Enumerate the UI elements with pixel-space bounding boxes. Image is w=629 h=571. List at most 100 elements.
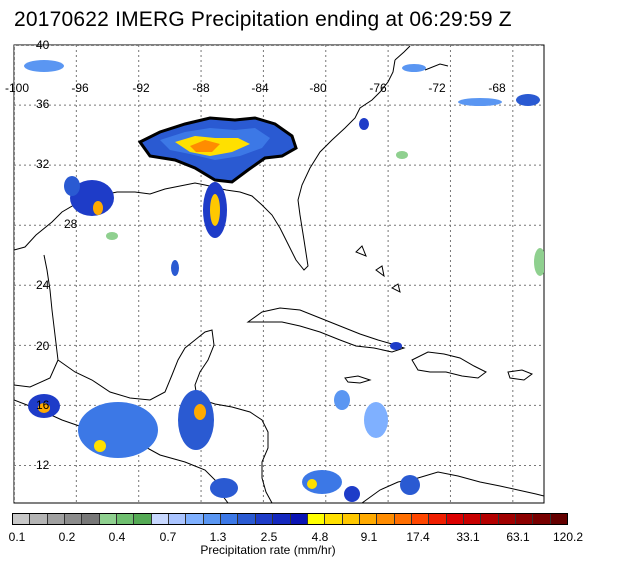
cell-atlantic-east [534, 248, 544, 276]
cell-atlantic-north-2 [516, 94, 540, 106]
cell-honduras [178, 390, 214, 450]
cell-texas-west [64, 176, 80, 196]
colorbar-swatch [117, 514, 135, 524]
cuba [246, 307, 406, 353]
colorbar-label: 1.3 [209, 530, 227, 544]
cell-florida-east [396, 151, 408, 159]
colorbar-label: 2.5 [260, 530, 278, 544]
grid-lines [14, 45, 544, 503]
colorbar-swatch [325, 514, 343, 524]
colorbar-swatch [411, 514, 430, 524]
colorbar-label: 120.2 [552, 530, 584, 544]
hispaniola [411, 351, 487, 379]
cell-gulf-west [106, 232, 118, 240]
cell-guatemala [78, 402, 158, 458]
colorbar-label: 17.4 [406, 530, 430, 544]
precipitation-cells [24, 60, 544, 502]
lat-tick: 24 [36, 278, 50, 292]
bahamas [355, 245, 401, 293]
northeast-coast [394, 45, 449, 71]
colorbar-swatch [377, 514, 395, 524]
colorbar-label: 9.1 [360, 530, 378, 544]
lon-tick: -76 [369, 81, 387, 95]
cell-atlantic-north-3 [402, 64, 426, 72]
lat-tick: 40 [36, 38, 50, 52]
storm-peak [190, 140, 220, 152]
colorbar-swatch [446, 514, 464, 524]
colorbar-swatch [151, 514, 170, 524]
cell-colombia-core [307, 479, 317, 489]
cell-caribbean-sw [334, 390, 350, 410]
colorbar-swatch [359, 514, 378, 524]
lat-tick: 32 [36, 157, 50, 171]
lon-tick: -72 [428, 81, 446, 95]
colorbar-swatch [342, 514, 360, 524]
cell-texas-core [93, 201, 103, 215]
colorbar-swatch [429, 514, 447, 524]
colorbar-label: 63.1 [506, 530, 530, 544]
colorbar-swatch [290, 514, 308, 524]
cell-atlantic-north-4 [24, 60, 64, 72]
colorbar-swatch [515, 514, 534, 524]
lat-tick: 28 [64, 217, 78, 231]
colorbar-swatch [13, 514, 31, 524]
cell-texas [70, 180, 114, 216]
puerto-rico [507, 369, 534, 381]
colorbar-swatch [30, 514, 48, 524]
colorbar-swatch [221, 514, 239, 524]
lat-tick: 12 [36, 458, 50, 472]
colorbar-swatch [186, 514, 204, 524]
colorbar-label: 4.8 [311, 530, 329, 544]
lat-tick: 16 [36, 398, 50, 412]
map-title: 20170622 IMERG Precipitation ending at 0… [14, 8, 512, 31]
colorbar-label: 0.4 [108, 530, 126, 544]
lon-tick: -68 [488, 81, 506, 95]
cell-central-gulf [171, 260, 179, 276]
colorbar-swatch [307, 514, 326, 524]
cell-atlantic-north-1 [458, 98, 502, 106]
colorbar-swatch [498, 514, 516, 524]
colorbar-swatch [550, 514, 567, 524]
yucatan-mexico-coast [14, 254, 215, 401]
lon-tick: -88 [192, 81, 210, 95]
lon-tick: -80 [309, 81, 327, 95]
cell-mexico-west-core [38, 403, 50, 413]
colorbar-swatch [169, 514, 187, 524]
colorbar-swatch [255, 514, 274, 524]
colorbar-swatch [65, 514, 83, 524]
lon-tick: -96 [71, 81, 89, 95]
colorbar [12, 513, 568, 525]
lat-tick: 36 [36, 97, 50, 111]
colorbar-label: 0.1 [8, 530, 26, 544]
colorbar-swatch [99, 514, 118, 524]
colorbar-swatch [203, 514, 222, 524]
lon-tick: -100 [4, 81, 30, 95]
colorbar-swatch [238, 514, 256, 524]
lon-tick: -84 [251, 81, 269, 95]
colorbar-title: Precipitation rate (mm/hr) [200, 543, 336, 557]
jamaica [344, 375, 372, 384]
colorbar-swatch [134, 514, 152, 524]
cell-south-central [210, 478, 238, 498]
colorbar-swatch [463, 514, 482, 524]
colorbar-swatch [481, 514, 499, 524]
cell-guatemala-core [94, 440, 106, 452]
colorbar-label: 33.1 [456, 530, 480, 544]
cell-panama [344, 486, 360, 502]
cell-hispaniola-west [390, 342, 402, 350]
colorbar-swatch [394, 514, 412, 524]
cell-venezuela [400, 475, 420, 495]
cell-north-alabama-core [210, 194, 220, 226]
colorbar-swatch [273, 514, 291, 524]
colorbar-swatch [82, 514, 100, 524]
cell-honduras-core [194, 404, 206, 420]
cell-caribbean-central [364, 402, 388, 438]
lon-tick: -92 [132, 81, 150, 95]
cell-atlantic-coast [359, 118, 369, 130]
lat-tick: 20 [36, 339, 50, 353]
colorbar-swatch [533, 514, 551, 524]
colorbar-label: 0.7 [159, 530, 177, 544]
colorbar-swatch [47, 514, 66, 524]
south-america-coast [361, 471, 544, 503]
